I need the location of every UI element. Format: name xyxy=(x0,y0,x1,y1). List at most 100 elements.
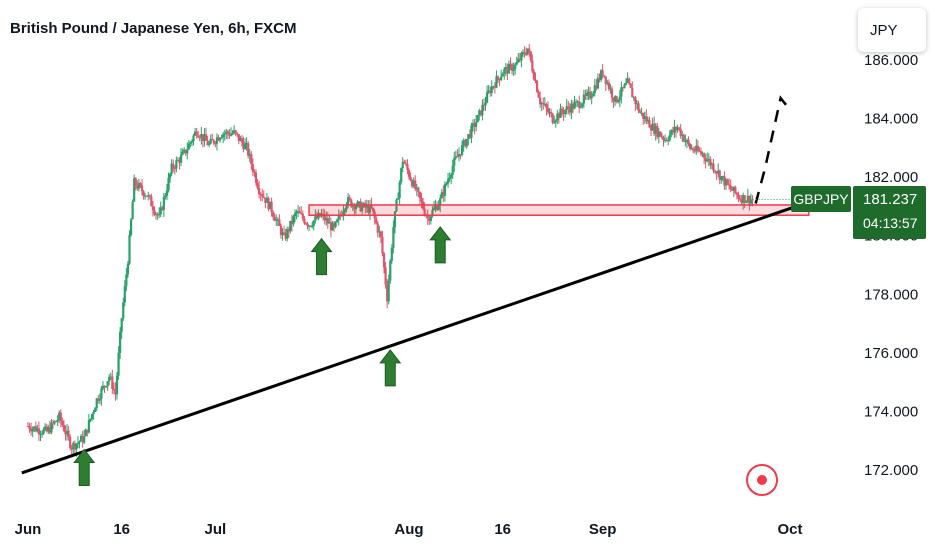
candle-body xyxy=(312,220,315,226)
candle-body xyxy=(614,96,617,102)
candle-body xyxy=(304,223,308,225)
candle-body xyxy=(287,229,290,232)
candle-body xyxy=(247,143,250,156)
candle-body xyxy=(696,145,699,151)
candle-body xyxy=(685,139,689,141)
candle-body xyxy=(589,91,592,99)
candle-body xyxy=(36,428,39,432)
candle-body xyxy=(670,130,673,135)
candle-body xyxy=(64,430,67,435)
candle-body xyxy=(545,104,548,109)
record-icon-dot xyxy=(757,475,767,485)
candle-body xyxy=(631,87,634,98)
candle-body xyxy=(307,225,311,227)
candle-body xyxy=(259,193,262,195)
candle-body xyxy=(581,103,584,107)
candle-body xyxy=(354,206,358,210)
candle-body xyxy=(615,96,618,103)
candle-body xyxy=(612,97,615,102)
candle-body xyxy=(140,185,144,192)
currency-button[interactable]: JPY xyxy=(858,8,926,52)
candle-body xyxy=(356,201,359,207)
candle-body xyxy=(382,253,386,268)
candle-body xyxy=(510,64,514,71)
candle-body xyxy=(465,138,468,147)
candle-body xyxy=(336,219,339,222)
candle-body xyxy=(475,122,478,127)
candle-body xyxy=(359,201,362,212)
candle-body xyxy=(712,163,715,171)
candle-body xyxy=(729,185,732,189)
candle-body xyxy=(707,159,710,161)
candle-body xyxy=(684,140,687,142)
candle-body xyxy=(751,199,754,201)
candle-body xyxy=(663,139,667,141)
candle-body xyxy=(92,411,95,415)
candle-body xyxy=(61,420,64,426)
candle-body xyxy=(86,429,89,433)
candle-body xyxy=(389,260,392,281)
time-axis[interactable]: Jun 16 Jul Aug 16 Sep Oct xyxy=(15,521,803,538)
price-axis[interactable]: 172.000174.000176.000178.000180.000182.0… xyxy=(864,52,918,479)
candle-body xyxy=(98,398,101,401)
candle-body xyxy=(624,82,628,85)
candle-body xyxy=(406,164,409,171)
candle-body xyxy=(65,430,69,435)
candle-body xyxy=(137,183,140,189)
candle-body xyxy=(693,150,696,152)
candle-body xyxy=(431,209,434,217)
candle-body xyxy=(108,376,111,382)
candle-body xyxy=(81,435,84,443)
candle-body xyxy=(420,198,423,202)
candle-body xyxy=(371,207,375,212)
candle-body xyxy=(634,97,637,105)
candle-body xyxy=(698,150,701,152)
candle-body xyxy=(526,48,529,55)
candle-body xyxy=(42,429,45,434)
candle-body xyxy=(635,103,639,105)
candle-body xyxy=(309,225,312,227)
candle-body xyxy=(495,76,498,88)
candle-body xyxy=(432,207,436,210)
y-tick-label: 172.000 xyxy=(864,462,918,479)
candle-body xyxy=(120,318,123,332)
candle-body xyxy=(264,197,267,203)
candle-body xyxy=(599,70,603,81)
candle-body xyxy=(724,179,728,186)
candle-body xyxy=(306,223,309,226)
candle-body xyxy=(142,191,145,197)
candle-body xyxy=(243,143,247,150)
candle-body xyxy=(195,131,198,136)
candle-body xyxy=(451,165,454,175)
candle-body xyxy=(342,211,345,216)
candle-body xyxy=(440,192,443,199)
candle-body xyxy=(50,422,53,433)
candle-body xyxy=(158,214,161,216)
candle-body xyxy=(154,213,158,215)
candle-body xyxy=(229,133,233,136)
candle-body xyxy=(67,430,70,437)
candle-body xyxy=(272,212,275,217)
candle-body xyxy=(212,140,215,144)
record-icon[interactable] xyxy=(746,464,778,496)
candle-body xyxy=(218,138,222,141)
candle-body xyxy=(97,398,100,401)
y-tick-label: 186.000 xyxy=(864,52,918,69)
candle-body xyxy=(676,127,679,131)
candle-body xyxy=(640,112,643,114)
candle-body xyxy=(592,93,595,97)
candle-body xyxy=(198,137,201,139)
candle-body xyxy=(298,211,301,214)
candle-body xyxy=(347,197,350,205)
candle-body xyxy=(565,106,568,110)
candle-body xyxy=(281,232,284,236)
candle-body xyxy=(407,170,411,177)
candle-body xyxy=(322,213,325,215)
candle-body xyxy=(460,145,464,156)
candle-body xyxy=(31,428,34,432)
candle-body xyxy=(559,108,562,118)
candle-body xyxy=(223,133,226,135)
candle-body xyxy=(585,92,589,96)
candle-body xyxy=(590,96,593,99)
